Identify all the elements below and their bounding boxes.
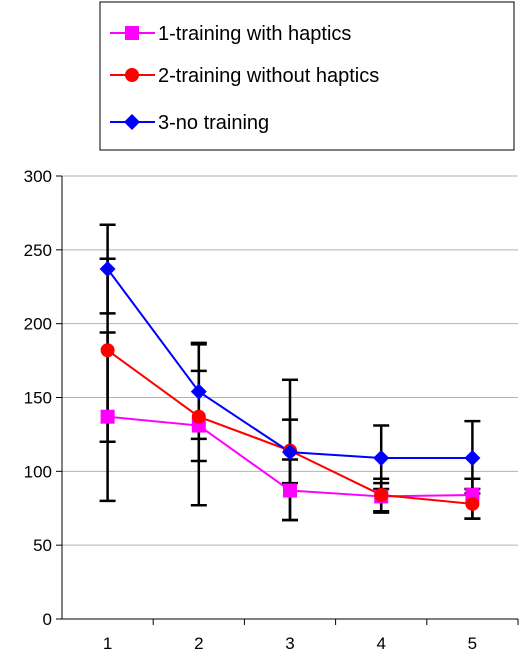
- data-point-series-3: [282, 444, 298, 461]
- legend-marker: [125, 68, 139, 82]
- x-tick-label: 3: [285, 634, 294, 653]
- y-tick-label: 100: [24, 462, 52, 481]
- legend-label: 3-no training: [158, 112, 269, 134]
- error-bar: [282, 378, 298, 485]
- data-point-series-3: [373, 450, 390, 467]
- legend-label: 2-training without haptics: [158, 65, 379, 87]
- legend-marker: [125, 26, 139, 40]
- legend-item-1: 1-training with haptics: [110, 23, 351, 45]
- legend-marker: [124, 114, 140, 130]
- data-point-series-2: [374, 487, 389, 502]
- data-point-series-1: [283, 483, 297, 498]
- data-point-series-3: [99, 261, 116, 278]
- x-tick-label: 4: [376, 634, 385, 653]
- data-point-series-3: [190, 383, 207, 400]
- y-tick-label: 150: [24, 389, 52, 408]
- y-tick-label: 200: [24, 315, 52, 334]
- data-point-series-3: [464, 450, 481, 467]
- data-point-series-1: [100, 409, 115, 424]
- data-point-series-2: [465, 496, 480, 511]
- x-tick-label: 2: [194, 634, 203, 653]
- y-tick-label: 50: [33, 536, 52, 555]
- data-point-series-2: [100, 343, 115, 358]
- legend-label: 1-training with haptics: [158, 23, 351, 45]
- legend-item-3: 3-no training: [110, 112, 269, 134]
- legend-item-2: 2-training without haptics: [110, 65, 379, 87]
- y-tick-label: 250: [24, 241, 52, 260]
- data-point-series-2: [191, 409, 206, 424]
- x-tick-label: 1: [103, 634, 112, 653]
- x-tick-label: 5: [468, 634, 477, 653]
- legend-box: [99, 1, 515, 151]
- plot-area: 0 50 100 150 200 250 300 1 2 3 4 5: [24, 167, 519, 653]
- y-tick-label: 300: [24, 167, 52, 186]
- y-tick-label: 0: [43, 610, 52, 629]
- legend: 1-training with haptics 2-training withou…: [99, 1, 515, 151]
